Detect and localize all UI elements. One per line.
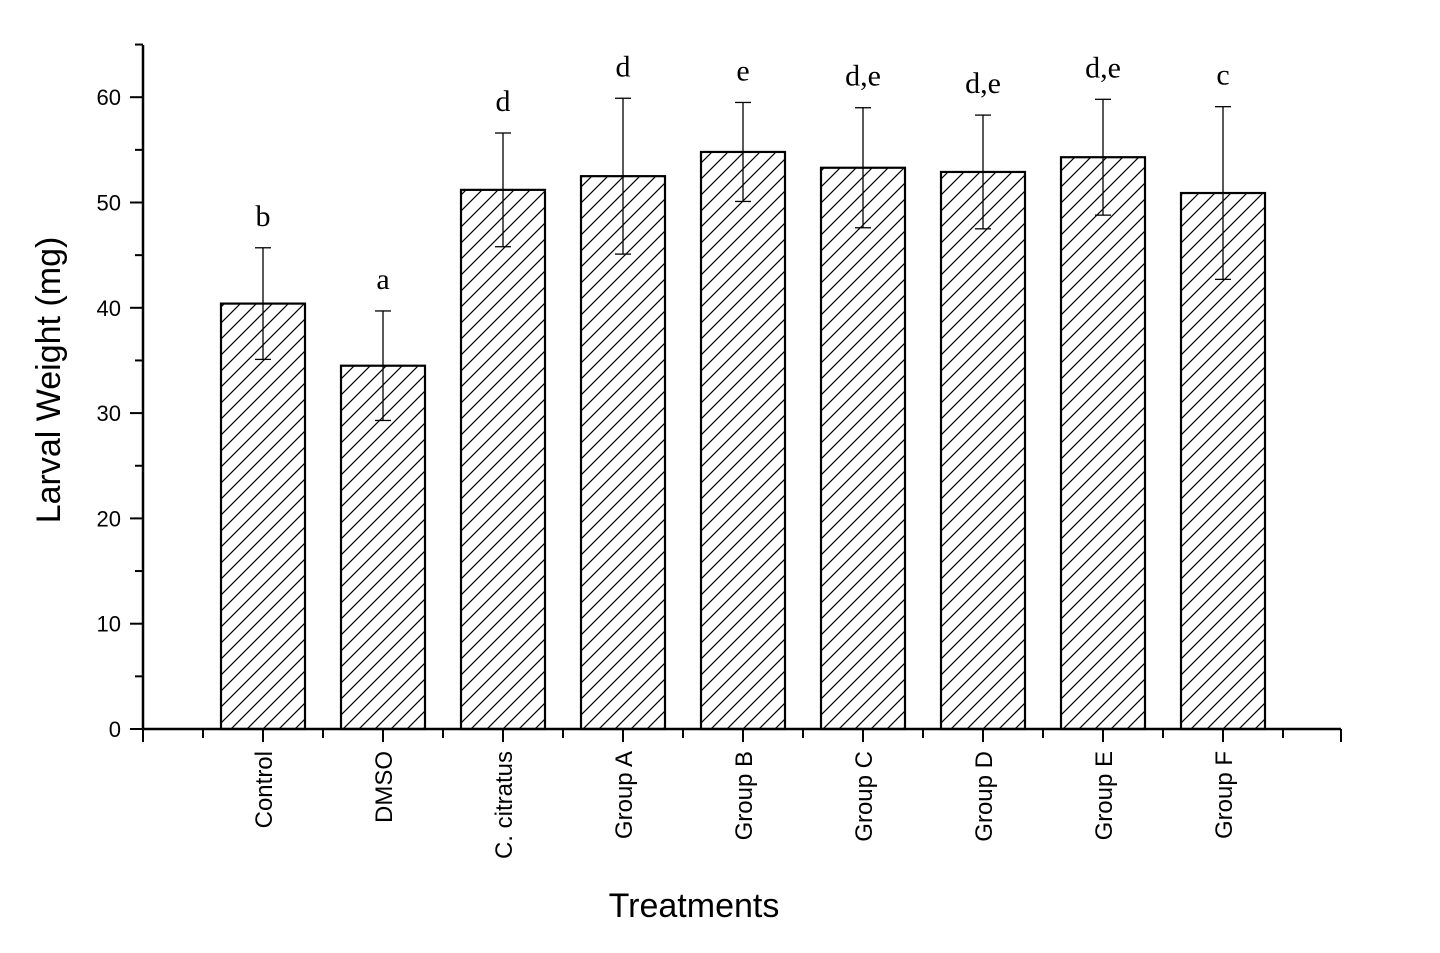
y-tick-label: 60 [97, 85, 121, 110]
bar-group-f: c [1179, 59, 1267, 731]
y-axis: 0 10 20 30 40 50 60 [97, 43, 145, 742]
significance-label: d [496, 85, 511, 118]
significance-label: d,e [1085, 51, 1121, 84]
x-tick-label: Group C [851, 751, 878, 842]
bar-group-b: e [699, 54, 787, 731]
x-tick-label: Group A [611, 751, 638, 839]
bar-dmso: a [339, 263, 427, 731]
significance-label: d,e [965, 67, 1001, 100]
bar-rect [459, 188, 547, 731]
bar-rect [579, 175, 667, 731]
significance-label: e [736, 54, 749, 87]
x-tick-label: Group F [1211, 751, 1238, 839]
bar-rect [1059, 156, 1147, 731]
bar-rect [819, 166, 907, 731]
x-tick-label: C. citratus [491, 751, 518, 859]
x-tick-label: Group E [1091, 751, 1118, 840]
bar-rect [339, 364, 427, 731]
y-tick-label: 40 [97, 296, 121, 321]
x-tick-label: Group B [731, 751, 758, 840]
significance-label: d,e [845, 60, 881, 93]
y-tick-label: 10 [97, 612, 121, 637]
bar-c-citratus: d [459, 85, 547, 731]
significance-label: c [1216, 59, 1229, 92]
y-tick-label: 20 [97, 506, 121, 531]
bar-rect [939, 170, 1027, 731]
y-tick-label: 50 [97, 191, 121, 216]
bar-group-d: d,e [939, 67, 1027, 731]
bar-group-a: d [579, 50, 667, 731]
x-axis: Control DMSO C. citratus Group A Group B Grou… [142, 727, 1342, 859]
bar-rect [1179, 191, 1267, 731]
y-tick-label: 0 [109, 717, 121, 742]
y-axis-title: Larval Weight (mg) [30, 237, 68, 524]
y-tick-label: 30 [97, 401, 121, 426]
significance-label: a [376, 263, 389, 296]
significance-label: b [256, 200, 271, 233]
bar-control: b [219, 200, 307, 731]
bars-group: b a d d e d,e d,e d,e c [219, 50, 1267, 731]
bar-rect [699, 150, 787, 731]
bar-group-c: d,e [819, 60, 907, 731]
bar-rect [219, 302, 307, 731]
bar-group-e: d,e [1059, 51, 1147, 731]
x-tick-label: Group D [971, 751, 998, 842]
x-tick-label: DMSO [371, 751, 398, 823]
significance-label: d [616, 50, 631, 83]
x-axis-title: Treatments [609, 887, 780, 925]
x-tick-label: Control [251, 751, 278, 828]
